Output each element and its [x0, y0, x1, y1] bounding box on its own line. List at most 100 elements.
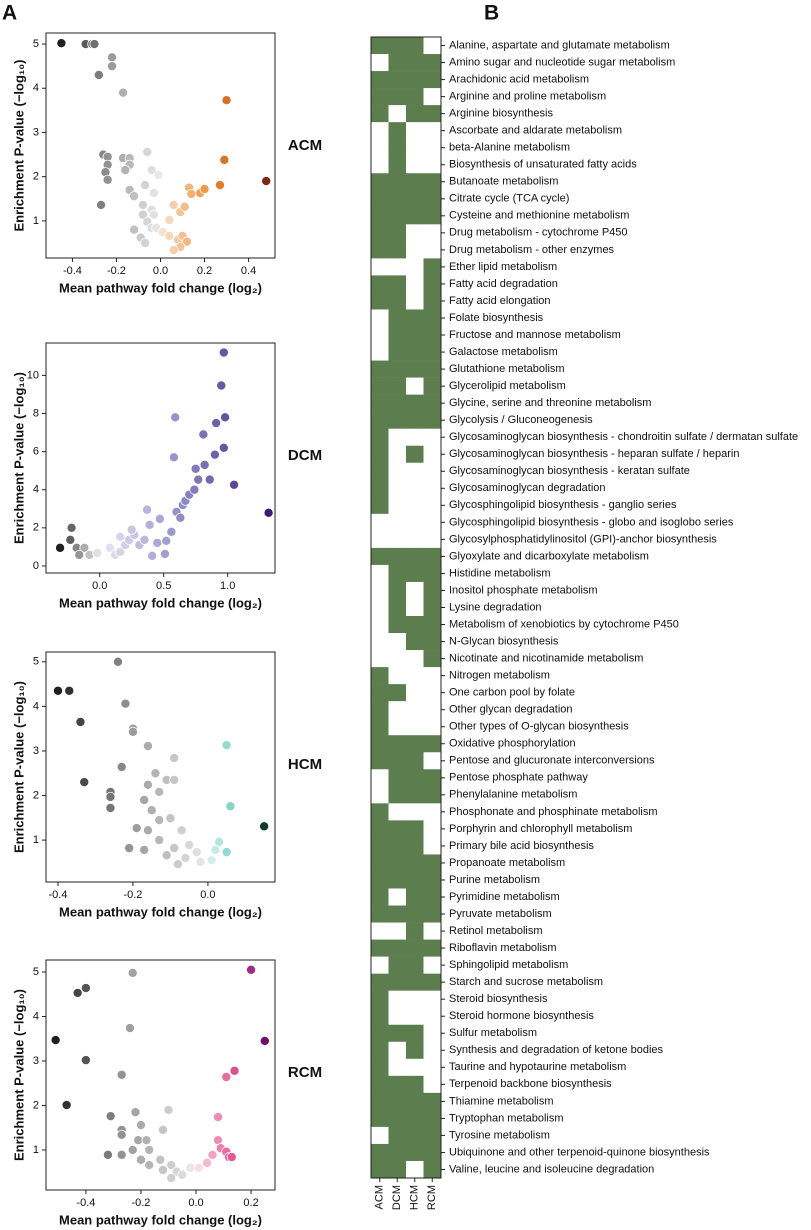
heatmap-cell — [423, 190, 442, 208]
heatmap-cell — [371, 820, 389, 838]
heatmap-cell — [423, 820, 442, 838]
heatmap-cell — [406, 939, 424, 957]
row-label: Ubiquinone and other terpenoid-quinone b… — [449, 1146, 710, 1158]
heatmap-cell — [371, 207, 389, 225]
row-label: Starch and sucrose metabolism — [449, 976, 603, 988]
row-label: Glycosylphosphatidylinositol (GPI)-ancho… — [449, 533, 717, 545]
point — [213, 1112, 224, 1123]
point — [142, 741, 153, 752]
heatmap-cell — [423, 309, 442, 327]
heatmap-cell — [423, 479, 442, 498]
row-label: Amino sugar and nucleotide sugar metabol… — [449, 56, 675, 68]
point — [206, 855, 217, 866]
y-tick-label: 4 — [33, 82, 39, 94]
y-tick-label: 2 — [33, 171, 39, 183]
heatmap-frame — [370, 36, 442, 1179]
point — [127, 726, 138, 737]
heatmap-cell — [406, 394, 424, 412]
heatmap-cell — [388, 820, 407, 838]
heatmap-cell — [388, 258, 407, 276]
point — [221, 740, 232, 751]
y-tick-label: 5 — [33, 38, 39, 50]
heatmap-cell — [371, 667, 389, 685]
row-label: Glycerolipid metabolism — [449, 380, 566, 392]
heatmap-cell — [388, 105, 407, 123]
heatmap-cell — [371, 360, 389, 378]
heatmap-cell — [371, 888, 389, 906]
heatmap-cell — [423, 394, 442, 412]
point — [221, 1072, 232, 1083]
row-label: Glycosphingolipid biosynthesis - ganglio… — [449, 499, 677, 511]
point — [169, 753, 180, 764]
heatmap-cell — [388, 241, 407, 259]
heatmap-cell — [388, 1126, 407, 1145]
heatmap-cell — [423, 428, 442, 447]
heatmap-cell — [388, 718, 407, 736]
heatmap-cell — [388, 530, 407, 549]
heatmap-cell — [423, 735, 442, 753]
heatmap-cell — [423, 1160, 442, 1179]
point — [189, 484, 200, 495]
heatmap-cell — [371, 1058, 389, 1077]
heatmap-cell — [371, 973, 389, 991]
point — [154, 835, 165, 846]
heatmap-cell — [423, 803, 442, 821]
point — [74, 549, 85, 560]
row-label: Arginine and proline metabolism — [449, 91, 606, 103]
condition-label: HCM — [288, 756, 322, 773]
point — [104, 542, 115, 553]
point — [52, 685, 63, 696]
row-label: Histidine metabolism — [449, 567, 550, 579]
plot-frame — [45, 651, 276, 883]
heatmap-cell — [406, 956, 424, 974]
plot-frame — [45, 342, 276, 574]
heatmap-cell — [406, 1075, 424, 1094]
point — [56, 38, 67, 49]
heatmap-cell — [406, 462, 424, 481]
point — [66, 522, 77, 533]
row-label: Drug metabolism - cytochrome P450 — [449, 227, 628, 239]
point — [221, 847, 232, 858]
heatmap-cell — [423, 1143, 442, 1162]
point — [140, 180, 151, 191]
heatmap-cell — [406, 854, 424, 872]
heatmap-cell — [388, 1041, 407, 1060]
heatmap-cell — [388, 769, 407, 787]
heatmap-cell — [371, 837, 389, 855]
heatmap-cell — [388, 684, 407, 702]
heatmap-cell — [406, 650, 424, 668]
heatmap-cell — [406, 37, 424, 55]
heatmap-cell — [371, 854, 389, 872]
heatmap-cell — [371, 496, 389, 515]
point — [198, 429, 209, 440]
heatmap-cell — [371, 258, 389, 276]
heatmap-cell — [423, 530, 442, 549]
heatmap-cell — [371, 139, 389, 157]
row-label: Steroid biosynthesis — [449, 993, 548, 1005]
heatmap-cell — [371, 786, 389, 804]
row-label: Synthesis and degradation of ketone bodi… — [449, 1044, 664, 1056]
heatmap-cell — [388, 54, 407, 72]
heatmap-cell — [423, 1075, 442, 1094]
heatmap-cell — [371, 564, 389, 583]
point — [220, 412, 231, 423]
x-axis-label: Mean pathway fold change (log₂) — [59, 1212, 262, 1227]
point — [148, 209, 159, 220]
point — [135, 1120, 146, 1131]
point — [75, 716, 86, 727]
point — [199, 184, 210, 195]
heatmap-cell — [406, 292, 424, 310]
heatmap-cell — [388, 616, 407, 634]
point — [79, 777, 90, 788]
heatmap-cell — [406, 547, 424, 566]
point — [166, 1160, 177, 1171]
heatmap-cell — [371, 1041, 389, 1060]
row-label: Glyoxylate and dicarboxylate metabolism — [449, 550, 649, 562]
point — [218, 347, 229, 358]
point — [107, 52, 118, 63]
heatmap-cell — [388, 990, 407, 1009]
row-label: Glycosaminoglycan biosynthesis - chondro… — [449, 431, 798, 443]
heatmap-cell — [423, 71, 442, 89]
point — [116, 762, 127, 773]
y-tick-label: 3 — [33, 126, 39, 138]
